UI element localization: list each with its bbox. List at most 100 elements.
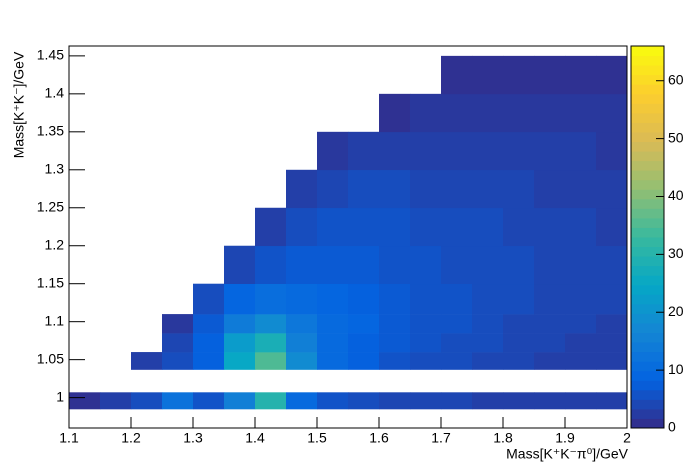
colorbar-step: [631, 170, 664, 181]
colorbar-step: [631, 313, 664, 324]
heat-cell: [69, 392, 101, 410]
colorbar-step: [631, 408, 664, 419]
heat-cell: [596, 333, 628, 353]
heat-cell: [317, 392, 349, 410]
heat-cell: [441, 93, 473, 133]
y-tick-label: 1.15: [37, 274, 64, 290]
heat-cell: [348, 245, 380, 285]
heat-cell: [472, 245, 504, 285]
colorbar-step: [631, 103, 664, 114]
heat-cell: [317, 169, 349, 209]
colorbar-step: [631, 46, 664, 57]
heat-cell: [379, 207, 411, 247]
heat-cell: [348, 131, 380, 171]
heat-cell: [224, 352, 256, 370]
x-tick-label: 1.9: [555, 430, 575, 446]
colorbar-step: [631, 122, 664, 133]
heat-cell: [224, 333, 256, 353]
heat-cell: [162, 352, 194, 370]
heat-cell: [162, 314, 194, 334]
heat-cell: [255, 333, 287, 353]
heat-cell: [596, 283, 628, 315]
heat-cell: [286, 392, 318, 410]
heat-cell: [348, 169, 380, 209]
y-tick-label: 1.1: [45, 312, 65, 328]
heat-cell: [410, 131, 442, 171]
colorbar-frame: [630, 45, 665, 429]
colorbar-step: [631, 256, 664, 267]
colorbar-step: [631, 284, 664, 295]
colorbar-step: [631, 227, 664, 238]
x-tick-label: 1.4: [245, 430, 265, 446]
heat-cell: [379, 333, 411, 353]
heat-cell: [193, 352, 225, 370]
heat-cell: [503, 392, 535, 410]
heat-cell: [441, 245, 473, 285]
heat-cell: [534, 283, 566, 315]
heat-cell: [348, 333, 380, 353]
colorbar-step: [631, 351, 664, 362]
colorbar-step: [631, 361, 664, 372]
colorbar-step: [631, 342, 664, 353]
heat-cell: [379, 352, 411, 370]
heat-cell: [534, 169, 566, 209]
heat-cell: [286, 169, 318, 209]
heat-cell: [565, 93, 597, 133]
heat-cell: [596, 131, 628, 171]
colorbar-step: [631, 93, 664, 104]
heat-cell: [131, 392, 163, 410]
heat-cell: [534, 207, 566, 247]
heat-cell: [193, 314, 225, 334]
heat-cell: [534, 314, 566, 334]
heat-cell: [565, 55, 597, 95]
heat-cell: [224, 314, 256, 334]
heat-cell: [503, 283, 535, 315]
x-tick-label: 1.7: [431, 430, 451, 446]
heat-cell: [441, 352, 473, 370]
colorbar-step: [631, 160, 664, 171]
heat-cell: [441, 333, 473, 353]
heat-cell: [379, 392, 411, 410]
colorbar-step: [631, 265, 664, 276]
colorbar-step: [631, 208, 664, 219]
heat-cell: [472, 333, 504, 353]
colorbar-step: [631, 399, 664, 410]
heat-cell: [441, 207, 473, 247]
colorbar-step: [631, 131, 664, 142]
heat-cell: [565, 283, 597, 315]
heat-cell: [596, 314, 628, 334]
heat-cell: [441, 131, 473, 171]
colorbar-step: [631, 65, 664, 76]
heat-cell: [162, 333, 194, 353]
heat-cell: [503, 55, 535, 95]
colorbar-step: [631, 418, 664, 429]
heat-cell: [565, 169, 597, 209]
heat-cell: [565, 207, 597, 247]
heat-cell: [503, 333, 535, 353]
heat-cell: [193, 283, 225, 315]
heat-cell: [255, 245, 287, 285]
heat-cell: [317, 245, 349, 285]
heat-cell: [534, 55, 566, 95]
heat-cell: [565, 245, 597, 285]
colorbar-tick-label: 40: [668, 187, 684, 203]
heat-cell: [472, 207, 504, 247]
heat-cell: [565, 352, 597, 370]
x-tick-label: 1.3: [183, 430, 203, 446]
colorbar-step: [631, 198, 664, 209]
heat-cell: [317, 333, 349, 353]
heat-cell: [286, 314, 318, 334]
heat-cell: [286, 245, 318, 285]
heat-cell: [503, 245, 535, 285]
y-tick-label: 1.2: [45, 236, 65, 252]
heat-cell: [379, 314, 411, 334]
x-axis-label: Mass[K⁺K⁻π⁰]/GeV: [506, 446, 629, 462]
heat-cell: [410, 352, 442, 370]
colorbar-tick-label: 10: [668, 361, 684, 377]
heat-cell: [348, 352, 380, 370]
heat-cell: [286, 333, 318, 353]
heat-cell: [379, 283, 411, 315]
y-tick-label: 1.3: [45, 160, 65, 176]
heat-cell: [441, 314, 473, 334]
